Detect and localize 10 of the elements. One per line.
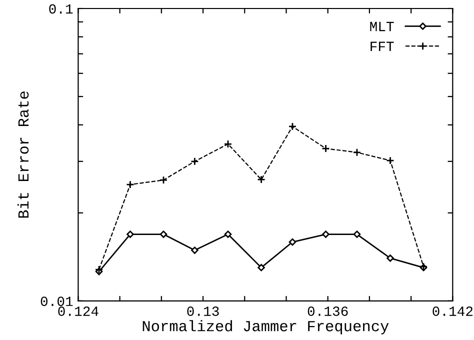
x-tick-label: 0.136: [308, 306, 348, 316]
x-tick-label: 0.13: [187, 306, 219, 316]
x-axis-title: Normalized Jammer Frequency: [142, 320, 389, 334]
legend-label: MLT: [370, 22, 394, 32]
x-tick-label: 0.142: [432, 306, 473, 316]
legend-label: FFT: [370, 42, 394, 51]
y-axis-title: Bit Error Rate: [17, 92, 29, 218]
x-tick-label: 0.124: [58, 306, 98, 316]
y-tick-label: 0.1: [49, 4, 73, 14]
y-tick-label: 0.01: [40, 296, 73, 306]
